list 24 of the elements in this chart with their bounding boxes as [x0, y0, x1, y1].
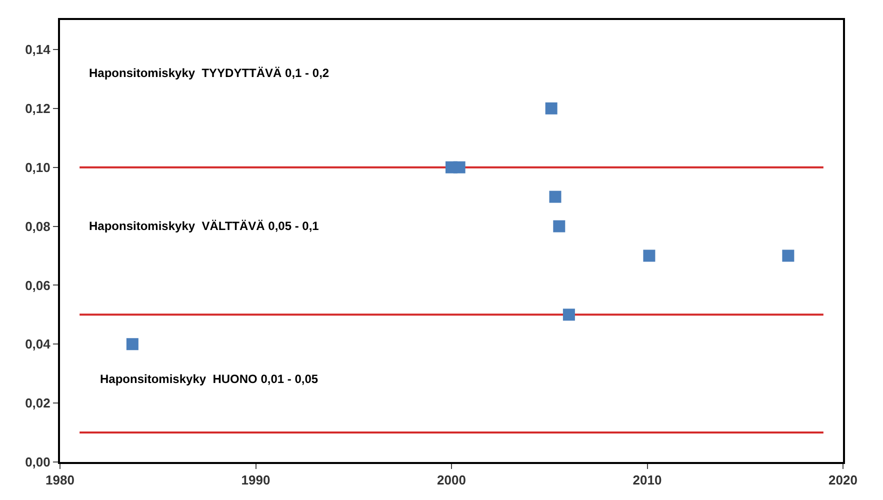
y-tick-label: 0,06 — [25, 278, 50, 293]
y-tick-label: 0,14 — [25, 42, 52, 58]
x-tick-label: 1980 — [46, 472, 74, 488]
y-tick-label: 0,00 — [25, 454, 50, 470]
x-tick-label: 2010 — [632, 472, 662, 488]
y-tick-label: 0,12 — [25, 100, 50, 116]
x-tick-label: 1990 — [241, 472, 270, 488]
point — [562, 308, 575, 321]
y-tick-label: 0,10 — [25, 160, 50, 175]
point — [643, 250, 656, 262]
point — [549, 190, 562, 203]
x-tick-label: 2020 — [828, 472, 858, 488]
annotation: Haponsitomiskyky HUONO 0,01 - 0,05 — [100, 372, 318, 386]
point — [545, 102, 558, 114]
point — [453, 161, 466, 174]
annotation: Haponsitomiskyky VÄLTTÄVÄ 0,05 - 0,1 — [89, 219, 320, 233]
point — [126, 338, 138, 350]
y-tick-label: 0,04 — [25, 336, 52, 352]
y-tick-label: 0,08 — [25, 218, 50, 234]
point — [782, 250, 794, 262]
annotation: Haponsitomiskyky TYYDYTTÄVÄ 0,1 - 0,2 — [89, 66, 330, 80]
point — [553, 220, 566, 232]
x-tick-label: 2000 — [437, 472, 466, 488]
y-tick-label: 0,02 — [25, 396, 50, 411]
